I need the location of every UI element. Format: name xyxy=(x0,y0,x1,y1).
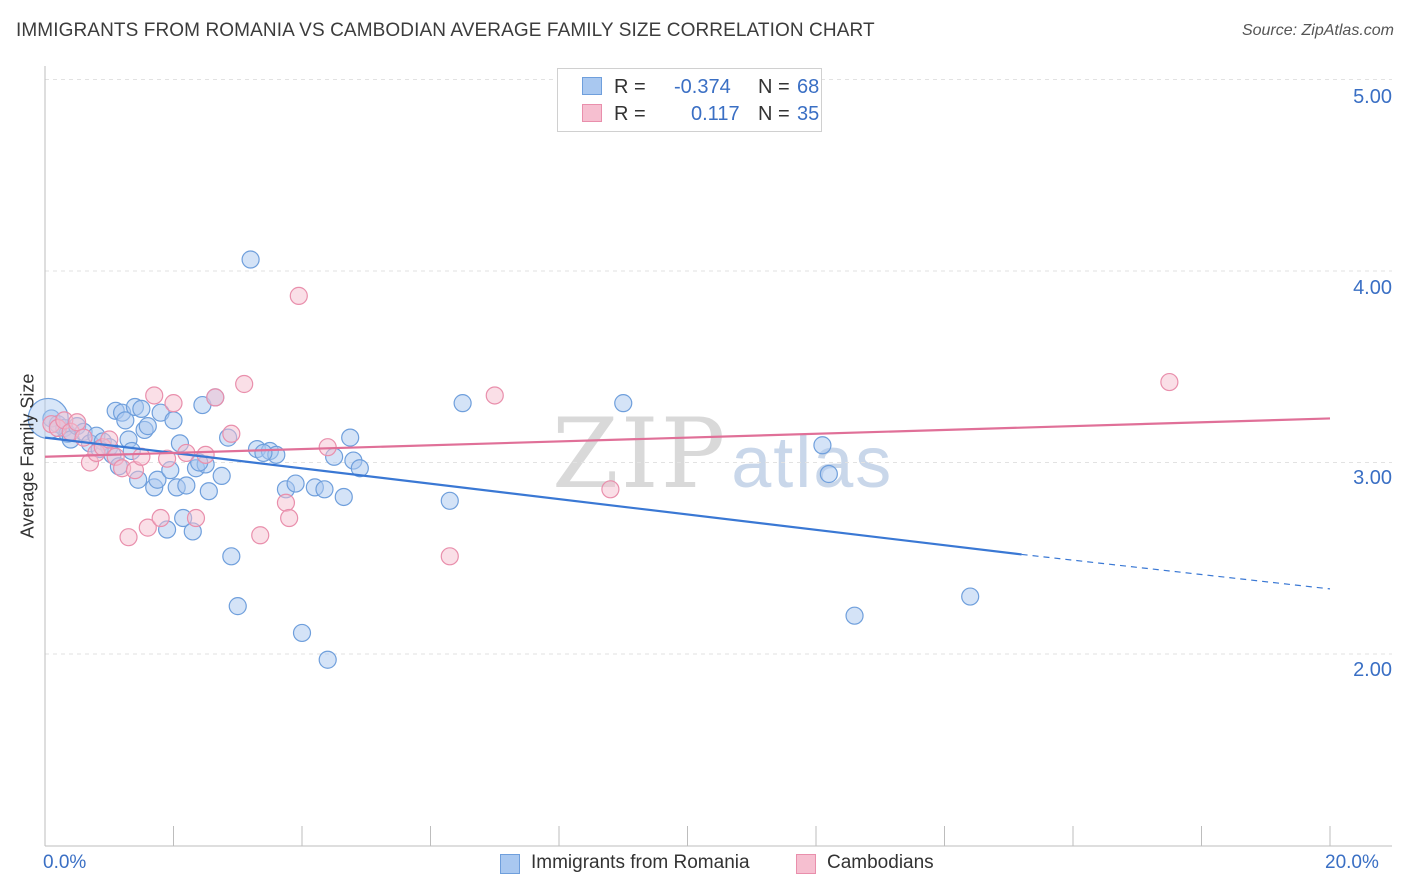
romania-point xyxy=(132,399,151,418)
cambodians-point xyxy=(206,388,225,407)
x-tick-min: 0.0% xyxy=(43,852,87,873)
cambodians-point xyxy=(157,449,177,468)
romania-point xyxy=(350,459,369,478)
chart-title: IMMIGRANTS FROM ROMANIA VS CAMBODIAN AVE… xyxy=(16,20,875,41)
romania-point xyxy=(212,466,231,486)
y-tick-label: 4.00 xyxy=(1353,277,1392,299)
romania-point xyxy=(138,417,157,436)
cambodians-point xyxy=(145,386,164,405)
cambodians-point xyxy=(1160,372,1179,392)
source-label: Source: ZipAtlas.com xyxy=(1241,22,1394,39)
romania-point xyxy=(286,474,305,493)
x-tick-max: 20.0% xyxy=(1325,852,1379,873)
trend-lines xyxy=(44,417,1331,590)
romania-point xyxy=(440,491,459,510)
romania-point xyxy=(292,623,312,643)
romania-point xyxy=(341,428,360,447)
romania-point xyxy=(318,650,337,669)
romania-point xyxy=(116,411,135,430)
romania-point xyxy=(961,587,980,606)
cambodians-point xyxy=(196,445,215,464)
legend-n-label: N = xyxy=(758,76,790,98)
romania-point xyxy=(222,547,241,566)
cambodians-point xyxy=(222,424,241,443)
y-tick-label: 5.00 xyxy=(1353,86,1392,108)
cambodians-point xyxy=(164,394,183,413)
romania-trend-line xyxy=(44,436,1022,556)
legend-r-value: -0.374 xyxy=(674,76,731,98)
cambodians-point xyxy=(68,413,87,432)
cambodians-point xyxy=(186,508,206,528)
bottom-legend-label: Immigrants from Romania xyxy=(531,852,750,873)
bottom-legend-swatch-blue xyxy=(500,854,520,874)
cambodians-point xyxy=(151,508,170,528)
axes xyxy=(44,66,1392,847)
romania-point xyxy=(148,470,167,489)
romania-point xyxy=(254,443,273,463)
legend-swatch-pink xyxy=(582,104,602,122)
romania-point xyxy=(845,606,864,625)
cambodians-trend-line xyxy=(44,417,1331,458)
legend-n-value: 68 xyxy=(797,76,820,98)
romania-trend-extension xyxy=(1021,553,1331,590)
series-cambodians-points xyxy=(42,286,1179,566)
romania-point xyxy=(813,436,832,455)
cambodians-point xyxy=(235,374,254,394)
cambodians-point xyxy=(138,518,157,537)
legend-r-label: R = xyxy=(614,103,646,125)
romania-point xyxy=(614,394,633,413)
romania-point xyxy=(315,480,334,499)
cambodians-point xyxy=(119,528,138,547)
romania-point xyxy=(228,597,247,616)
cambodians-point xyxy=(440,547,459,566)
y-axis-label: Average Family Size xyxy=(17,373,38,539)
romania-point xyxy=(334,487,353,507)
cambodians-point xyxy=(485,386,504,405)
legend-r-label: R = xyxy=(614,76,646,98)
cambodians-point xyxy=(251,526,270,545)
correlation-legend: R = -0.374 N = 68 R = 0.117 N = 35 xyxy=(557,68,822,132)
romania-point xyxy=(453,394,472,413)
bottom-legend-swatch-pink xyxy=(796,854,816,874)
romania-point xyxy=(164,411,183,430)
romania-point xyxy=(819,464,838,484)
bottom-legend-label: Cambodians xyxy=(827,852,934,873)
cambodians-point xyxy=(276,493,296,512)
watermark-zip: ZIP xyxy=(552,398,728,510)
cambodians-point xyxy=(601,480,620,499)
grid xyxy=(45,79,1392,655)
cambodians-point xyxy=(289,286,308,305)
y-tick-label: 2.00 xyxy=(1353,659,1392,681)
legend-n-value: 35 xyxy=(797,103,820,125)
legend-n-label: N = xyxy=(758,103,790,125)
romania-point xyxy=(199,482,218,501)
y-tick-label: 3.00 xyxy=(1353,467,1392,489)
romania-point xyxy=(241,250,260,269)
cambodians-point xyxy=(280,508,299,528)
legend-swatch-blue xyxy=(582,77,602,95)
legend-r-value: 0.117 xyxy=(691,103,740,125)
romania-point xyxy=(177,476,196,495)
